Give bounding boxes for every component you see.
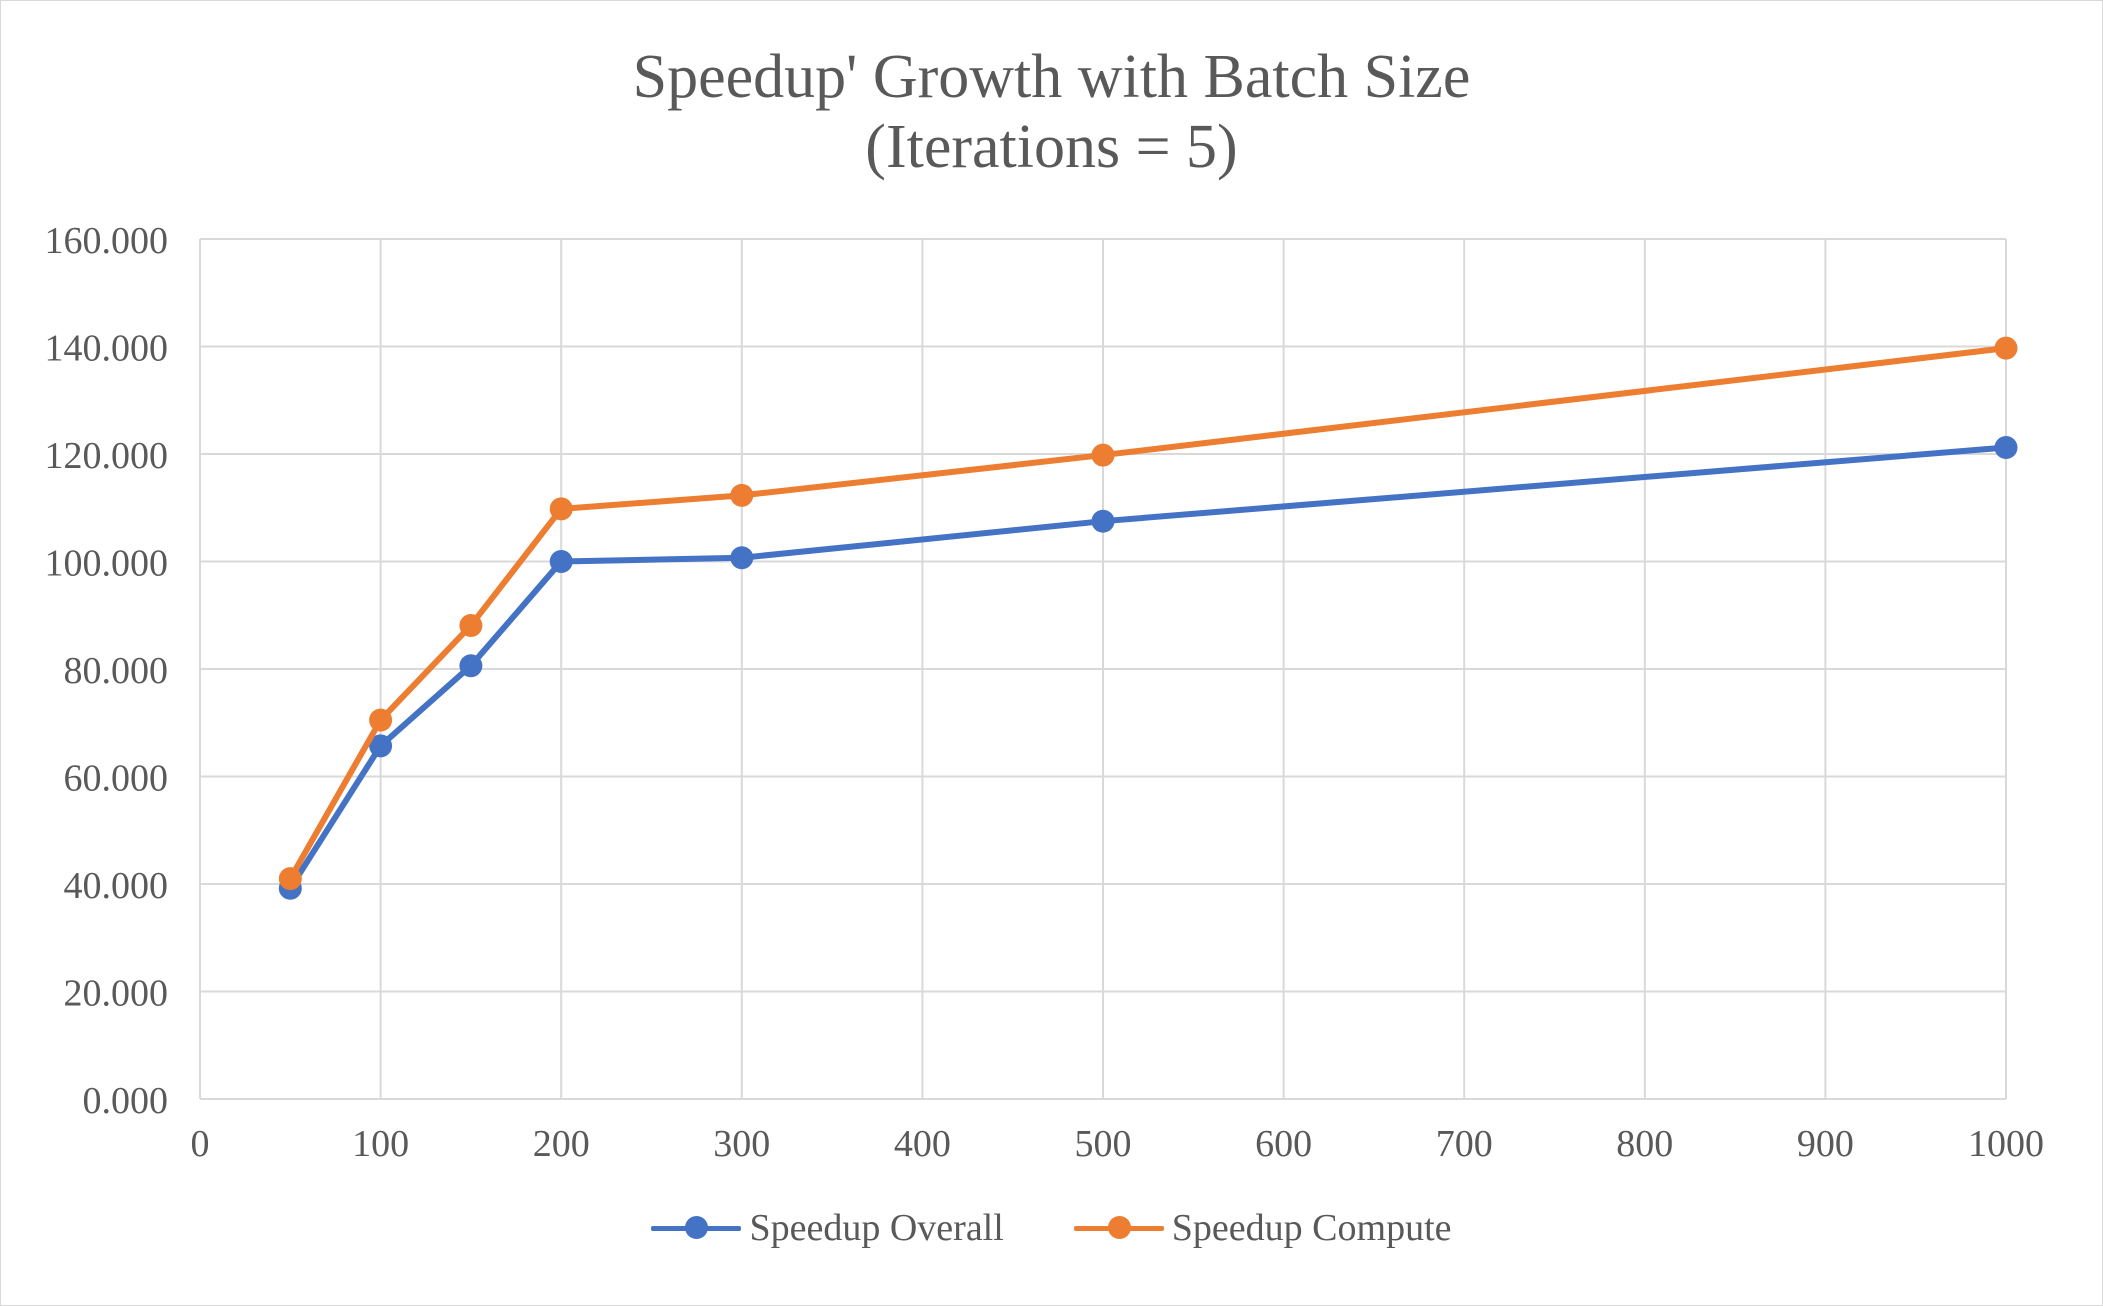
x-tick-label: 0 bbox=[191, 1123, 210, 1165]
x-tick-label: 1000 bbox=[1968, 1123, 2044, 1165]
chart-title: Speedup' Growth with Batch Size bbox=[632, 43, 1471, 111]
series-line bbox=[287, 444, 2009, 892]
data-point bbox=[369, 708, 393, 732]
data-point bbox=[459, 613, 483, 637]
legend-swatch-compute bbox=[1073, 1216, 1164, 1240]
y-tick-label: 140.000 bbox=[45, 328, 169, 370]
data-point bbox=[459, 654, 483, 678]
data-point bbox=[369, 734, 393, 758]
y-tick-label: 40.000 bbox=[64, 865, 169, 907]
x-tick-label: 700 bbox=[1436, 1123, 1493, 1165]
legend-swatch-overall bbox=[651, 1216, 742, 1240]
data-point bbox=[730, 483, 754, 507]
data-point bbox=[549, 550, 573, 573]
y-tick-label: 20.000 bbox=[64, 973, 169, 1015]
data-point bbox=[1994, 336, 2018, 360]
y-tick-label: 0.000 bbox=[83, 1080, 169, 1122]
x-tick-label: 100 bbox=[352, 1123, 409, 1165]
data-point bbox=[1091, 509, 1115, 533]
x-tick-label: 500 bbox=[1075, 1123, 1132, 1165]
y-tick-label: 160.000 bbox=[45, 220, 169, 262]
data-point bbox=[730, 546, 754, 570]
x-tick-label: 400 bbox=[894, 1123, 951, 1165]
data-point bbox=[278, 867, 302, 891]
x-tick-label: 300 bbox=[713, 1123, 770, 1165]
legend-label-overall: Speedup Overall bbox=[749, 1207, 1004, 1249]
data-point bbox=[549, 497, 573, 521]
y-tick-label: 80.000 bbox=[64, 650, 169, 692]
legend: Speedup Overall Speedup Compute bbox=[0, 1206, 2103, 1250]
legend-label-compute: Speedup Compute bbox=[1171, 1207, 1452, 1249]
chart-subtitle: (Iterations = 5) bbox=[865, 113, 1238, 181]
data-point bbox=[1091, 443, 1115, 467]
y-tick-label: 60.000 bbox=[64, 758, 169, 800]
legend-item-overall: Speedup Overall bbox=[651, 1206, 1004, 1250]
y-tick-label: 100.000 bbox=[45, 543, 169, 585]
x-tick-label: 200 bbox=[533, 1123, 590, 1165]
x-tick-label: 600 bbox=[1255, 1123, 1312, 1165]
x-tick-label: 800 bbox=[1616, 1123, 1673, 1165]
y-tick-label: 120.000 bbox=[45, 435, 169, 477]
x-tick-label: 900 bbox=[1797, 1123, 1854, 1165]
legend-item-compute: Speedup Compute bbox=[1073, 1206, 1452, 1250]
series-line bbox=[287, 345, 2009, 882]
data-point bbox=[1994, 436, 2018, 460]
